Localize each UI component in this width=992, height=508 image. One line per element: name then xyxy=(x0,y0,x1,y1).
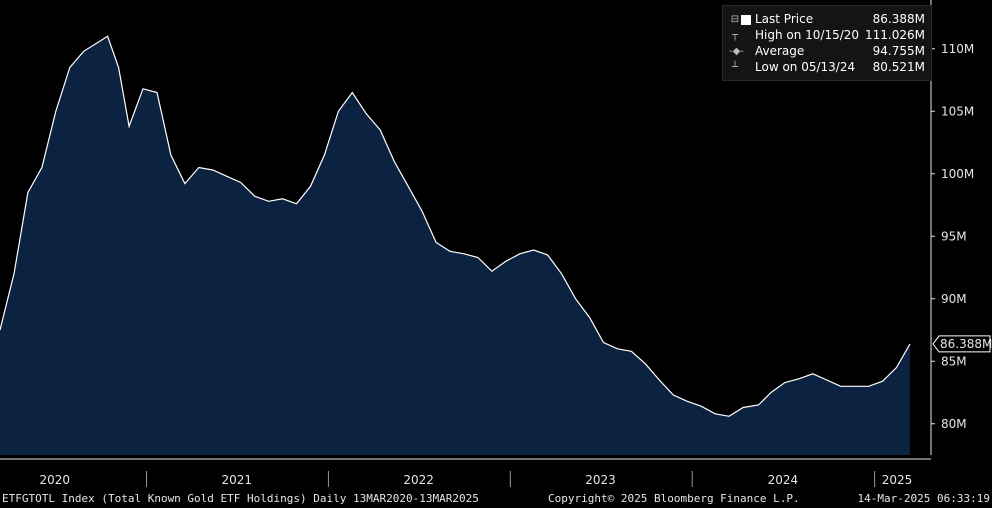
average-marker-icon: -◆- xyxy=(729,46,744,57)
x-tick-label: 2025 xyxy=(882,473,913,487)
legend-label-low: Low on 05/13/24 xyxy=(755,60,856,74)
x-axis: 2020 2021 2022 2023 2024 2025 xyxy=(0,458,931,487)
legend: ⊟ Last Price 86.388M ┬ High on 10/15/20 … xyxy=(722,5,932,81)
y-tick-label: 90M xyxy=(941,292,967,306)
legend-label-last-price: Last Price xyxy=(755,12,814,26)
last-price-tag-shape xyxy=(932,335,991,353)
footer: ETFGTOTL Index (Total Known Gold ETF Hol… xyxy=(0,490,992,508)
y-tick-label: 105M xyxy=(941,104,974,118)
last-price-tag: 86.388M xyxy=(932,335,992,353)
legend-value-low: 80.521M xyxy=(872,60,925,74)
x-tick-label: 2024 xyxy=(768,473,799,487)
legend-label-average: Average xyxy=(755,44,805,58)
collapse-icon[interactable]: ⊟ xyxy=(730,14,740,25)
price-area-fill xyxy=(0,36,910,456)
high-marker-icon: ┬ xyxy=(731,30,739,41)
legend-row-last-price: ⊟ Last Price 86.388M xyxy=(723,12,933,28)
legend-row-average: -◆- Average 94.755M xyxy=(723,44,933,60)
x-tick-label: 2020 xyxy=(40,473,71,487)
legend-value-high: 111.026M xyxy=(865,28,925,42)
low-marker-icon: ┴ xyxy=(731,62,739,73)
x-tick-label: 2022 xyxy=(403,473,434,487)
footer-timestamp: 14-Mar-2025 06:33:19 xyxy=(857,492,990,505)
legend-row-low: ┴ Low on 05/13/24 80.521M xyxy=(723,60,933,76)
series-swatch xyxy=(741,15,751,25)
y-tick-label: 110M xyxy=(941,42,974,56)
footer-copyright: Copyright© 2025 Bloomberg Finance L.P. xyxy=(548,492,800,505)
y-axis: 80M 85M 90M 95M 100M 105M 110M xyxy=(930,0,974,455)
last-price-tag-text: 86.388M xyxy=(940,337,992,351)
legend-row-high: ┬ High on 10/15/20 111.026M xyxy=(723,28,933,44)
x-tick-label: 2023 xyxy=(585,473,616,487)
y-tick-label: 95M xyxy=(941,229,967,243)
y-tick-label: 100M xyxy=(941,167,974,181)
footer-ticker-description: ETFGTOTL Index (Total Known Gold ETF Hol… xyxy=(2,492,479,505)
legend-value-last-price: 86.388M xyxy=(872,12,925,26)
price-line xyxy=(0,35,911,417)
legend-label-high: High on 10/15/20 xyxy=(755,28,860,42)
x-tick-label: 2021 xyxy=(221,473,252,487)
y-tick-label: 80M xyxy=(941,417,967,431)
legend-value-average: 94.755M xyxy=(872,44,925,58)
y-tick-label: 85M xyxy=(941,354,967,368)
